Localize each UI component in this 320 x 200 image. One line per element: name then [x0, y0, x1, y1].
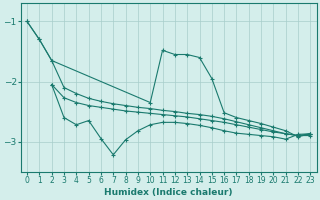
- X-axis label: Humidex (Indice chaleur): Humidex (Indice chaleur): [104, 188, 233, 197]
